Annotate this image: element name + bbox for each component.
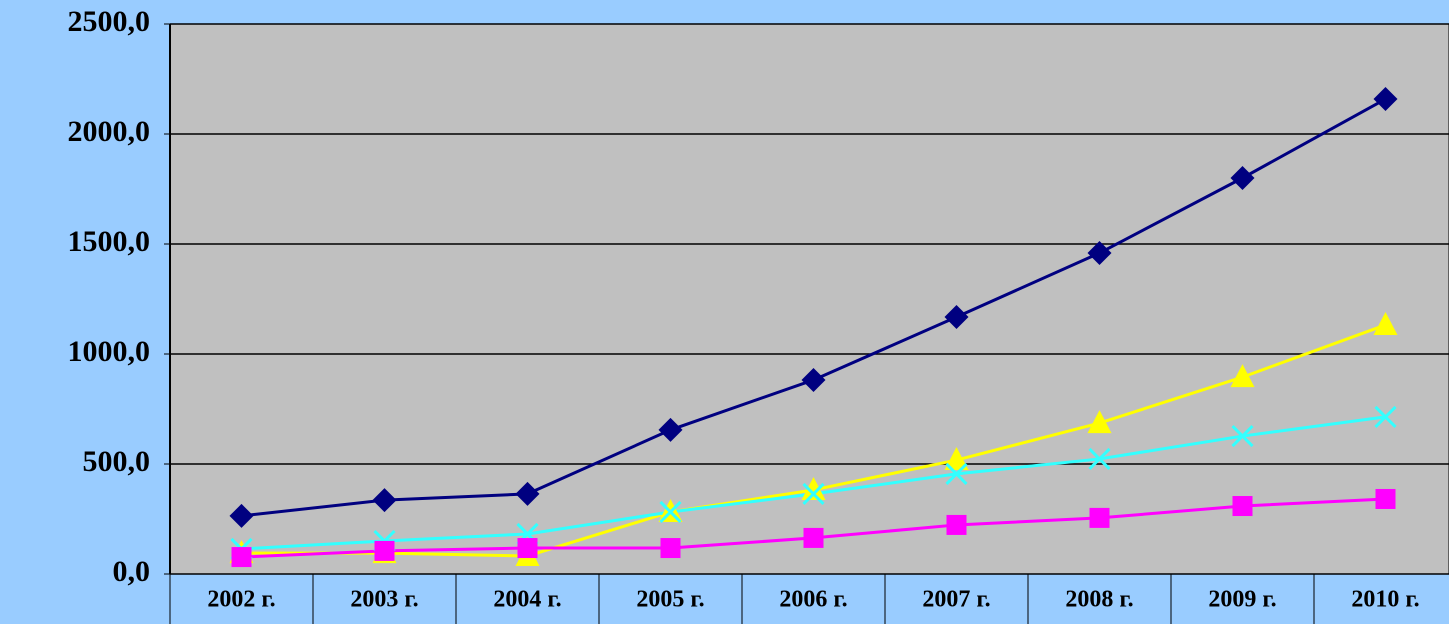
x-tick-label: 2010 г. bbox=[1351, 587, 1419, 613]
marker bbox=[1230, 364, 1255, 388]
plot-area bbox=[169, 23, 1449, 575]
x-tick-label: 2008 г. bbox=[1065, 587, 1133, 613]
marker bbox=[1088, 447, 1111, 471]
marker bbox=[1375, 488, 1396, 509]
y-tick-label: 1500,0 bbox=[68, 225, 151, 258]
marker bbox=[372, 488, 397, 513]
marker bbox=[1089, 507, 1110, 528]
marker bbox=[946, 514, 967, 535]
marker bbox=[944, 305, 969, 330]
marker bbox=[945, 462, 968, 485]
y-tick-label: 2500,0 bbox=[68, 5, 151, 38]
marker bbox=[1373, 311, 1398, 335]
marker bbox=[1230, 166, 1255, 190]
marker bbox=[374, 540, 395, 561]
marker bbox=[944, 447, 969, 471]
x-tick-label: 2007 г. bbox=[922, 587, 990, 613]
x-tick-label: 2004 г. bbox=[493, 587, 561, 613]
y-tick-label: 1000,0 bbox=[68, 335, 151, 368]
marker bbox=[1232, 496, 1253, 517]
y-tick-label: 500,0 bbox=[83, 445, 151, 478]
marker bbox=[517, 538, 538, 559]
marker bbox=[1087, 241, 1112, 266]
marker bbox=[1087, 410, 1112, 434]
marker bbox=[802, 482, 825, 505]
marker bbox=[515, 481, 540, 506]
x-tick-label: 2006 г. bbox=[779, 587, 847, 613]
marker bbox=[229, 503, 254, 528]
marker bbox=[660, 538, 681, 559]
marker bbox=[1373, 87, 1398, 112]
marker bbox=[659, 500, 682, 524]
marker bbox=[1374, 405, 1397, 428]
marker bbox=[803, 527, 824, 548]
x-tick-label: 2009 г. bbox=[1208, 587, 1276, 613]
x-tick-label: 2002 г. bbox=[207, 587, 275, 613]
x-tick-label: 2003 г. bbox=[350, 587, 418, 613]
marker bbox=[801, 476, 826, 500]
y-tick-label: 0,0 bbox=[113, 555, 151, 588]
marker bbox=[801, 367, 826, 392]
y-tick-label: 2000,0 bbox=[68, 115, 151, 148]
marker bbox=[231, 547, 252, 568]
marker bbox=[1231, 424, 1254, 448]
marker bbox=[658, 417, 683, 442]
x-tick-label: 2005 г. bbox=[636, 587, 704, 613]
